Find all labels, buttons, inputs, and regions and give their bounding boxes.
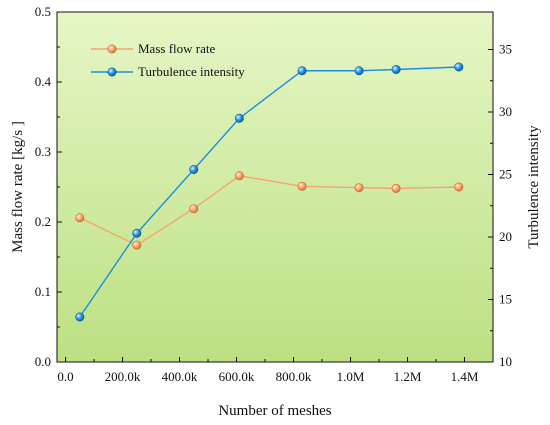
- x-tick-label: 1.0M: [337, 369, 365, 384]
- turbulence-intensity-point: [234, 113, 244, 123]
- legend-turbulence-intensity-marker: [107, 67, 117, 77]
- turbulence-intensity-point: [75, 312, 85, 322]
- right-y-axis-title: Turbulence intensity: [526, 125, 542, 249]
- legend-mass-flow-rate-marker: [107, 44, 117, 54]
- left-y-tick-label: 0.0: [35, 354, 51, 369]
- mass-flow-rate-point: [354, 183, 364, 193]
- right-y-tick-label: 30: [499, 104, 512, 119]
- x-tick-label: 0.0: [57, 369, 73, 384]
- x-tick-label: 200.0k: [105, 369, 141, 384]
- mass-flow-rate-point: [75, 213, 85, 223]
- turbulence-intensity-point: [391, 65, 401, 75]
- mass-flow-rate-line: [79, 175, 459, 246]
- x-tick-label: 800.0k: [276, 369, 312, 384]
- turbulence-intensity-point: [132, 228, 142, 238]
- x-tick-label: 600.0k: [219, 369, 255, 384]
- mass-flow-rate-point: [132, 240, 142, 250]
- turbulence-intensity-point: [354, 66, 364, 76]
- left-y-tick-label: 0.3: [35, 144, 51, 159]
- left-y-axis-ticks: 0.0 0.1 0.2 0.3 0.4 0.5: [35, 4, 62, 369]
- legend: Mass flow rate Turbulence intensity: [91, 41, 245, 79]
- left-y-tick-label: 0.1: [35, 284, 51, 299]
- right-y-tick-label: 35: [499, 42, 512, 57]
- x-axis-title: Number of meshes: [218, 403, 331, 419]
- turbulence-intensity-point: [189, 165, 199, 175]
- right-y-axis-ticks: 10 15 20 25 30 35: [488, 42, 512, 369]
- series-layer: [75, 62, 464, 322]
- turbulence-intensity-point: [297, 66, 307, 76]
- legend-turbulence-intensity-label: Turbulence intensity: [138, 64, 245, 79]
- x-tick-label: 1.4M: [451, 369, 479, 384]
- mass-flow-rate-point: [189, 204, 199, 214]
- left-y-tick-label: 0.2: [35, 214, 51, 229]
- left-y-tick-label: 0.5: [35, 4, 51, 19]
- x-tick-label: 1.2M: [394, 369, 422, 384]
- turbulence-intensity-line: [79, 66, 459, 318]
- mass-flow-rate-point: [454, 182, 464, 192]
- left-y-tick-label: 0.4: [35, 74, 52, 89]
- right-y-tick-label: 20: [499, 229, 512, 244]
- mass-flow-rate-point: [234, 171, 244, 181]
- legend-mass-flow-rate-label: Mass flow rate: [138, 41, 215, 56]
- right-y-tick-label: 25: [499, 167, 512, 182]
- right-y-tick-label: 15: [499, 292, 512, 307]
- x-tick-label: 400.0k: [162, 369, 198, 384]
- x-axis-ticks: 0.0 200.0k 400.0k 600.0k 800.0k 1.0M 1.2M 1.4M: [57, 357, 479, 384]
- mass-flow-rate-point: [297, 181, 307, 191]
- plot-area: [57, 12, 493, 362]
- turbulence-intensity-point: [454, 62, 464, 72]
- mass-flow-rate-point: [391, 183, 401, 193]
- right-y-tick-label: 10: [499, 354, 512, 369]
- left-y-axis-title: Mass flow rate [kg/s ]: [10, 121, 26, 253]
